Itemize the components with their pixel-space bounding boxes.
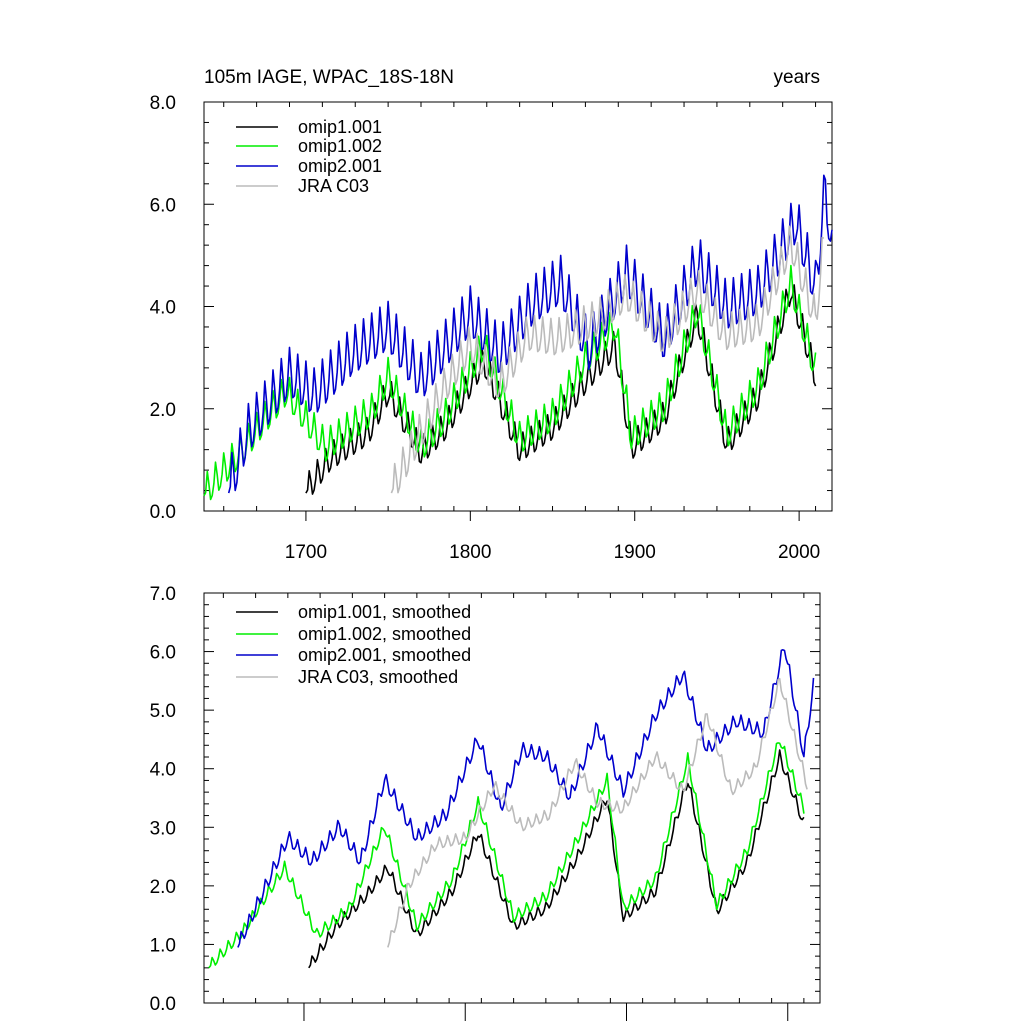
x-tick-label: 1700 (285, 542, 327, 563)
y-tick-label: 6.0 (150, 195, 176, 216)
legend-label: JRA C03, smoothed (298, 667, 458, 687)
y-tick-label: 8.0 (150, 93, 176, 114)
series-line-omip2_001 (227, 174, 833, 494)
series-line-omip1_001 (308, 749, 805, 969)
x-tick-label: 2000 (778, 542, 820, 563)
y-tick-label: 0.0 (150, 994, 176, 1015)
series-line-jra_c03 (387, 677, 808, 948)
y-tick-label: 0.0 (150, 502, 176, 523)
legend-label: omip1.002 (298, 136, 382, 156)
y-tick-label: 3.0 (150, 818, 176, 839)
series-line-jra_c03 (390, 225, 825, 494)
legend-label: omip1.001, smoothed (298, 602, 471, 622)
legend-label: omip1.002, smoothed (298, 624, 471, 644)
x-tick-label: 1800 (449, 542, 491, 563)
smoothed-panel: 0.0 1.0 2.0 3.0 4.0 5.0 6.0 7.0 omip1.001, smoot… (150, 584, 821, 1021)
series-line-omip1_002 (208, 742, 805, 969)
legend-label: omip2.001 (298, 156, 382, 176)
figure-title: 105m IAGE, WPAC_18S-18N (204, 67, 454, 88)
y-tick-label: 1.0 (150, 935, 176, 956)
units-label: years (774, 67, 820, 88)
y-tick-label: 6.0 (150, 643, 176, 664)
y-tick-label: 7.0 (150, 584, 176, 605)
y-tick-label: 4.0 (150, 760, 176, 781)
series-line-omip1_002 (203, 264, 817, 501)
series-line-omip2_001 (237, 649, 815, 948)
legend-label: JRA C03 (298, 176, 369, 196)
x-tick-label: 1900 (614, 542, 656, 563)
y-tick-label: 4.0 (150, 298, 176, 319)
legend-label: omip1.001 (298, 117, 382, 137)
raw-panel: 0.0 2.0 4.0 6.0 8.0 1700 1800 1900 2000 omip1.001… (150, 93, 833, 563)
y-tick-label: 2.0 (150, 877, 176, 898)
y-tick-label: 2.0 (150, 400, 176, 421)
plot-frame (203, 592, 821, 1004)
legend-label: omip2.001, smoothed (298, 645, 471, 665)
y-tick-label: 5.0 (150, 701, 176, 722)
